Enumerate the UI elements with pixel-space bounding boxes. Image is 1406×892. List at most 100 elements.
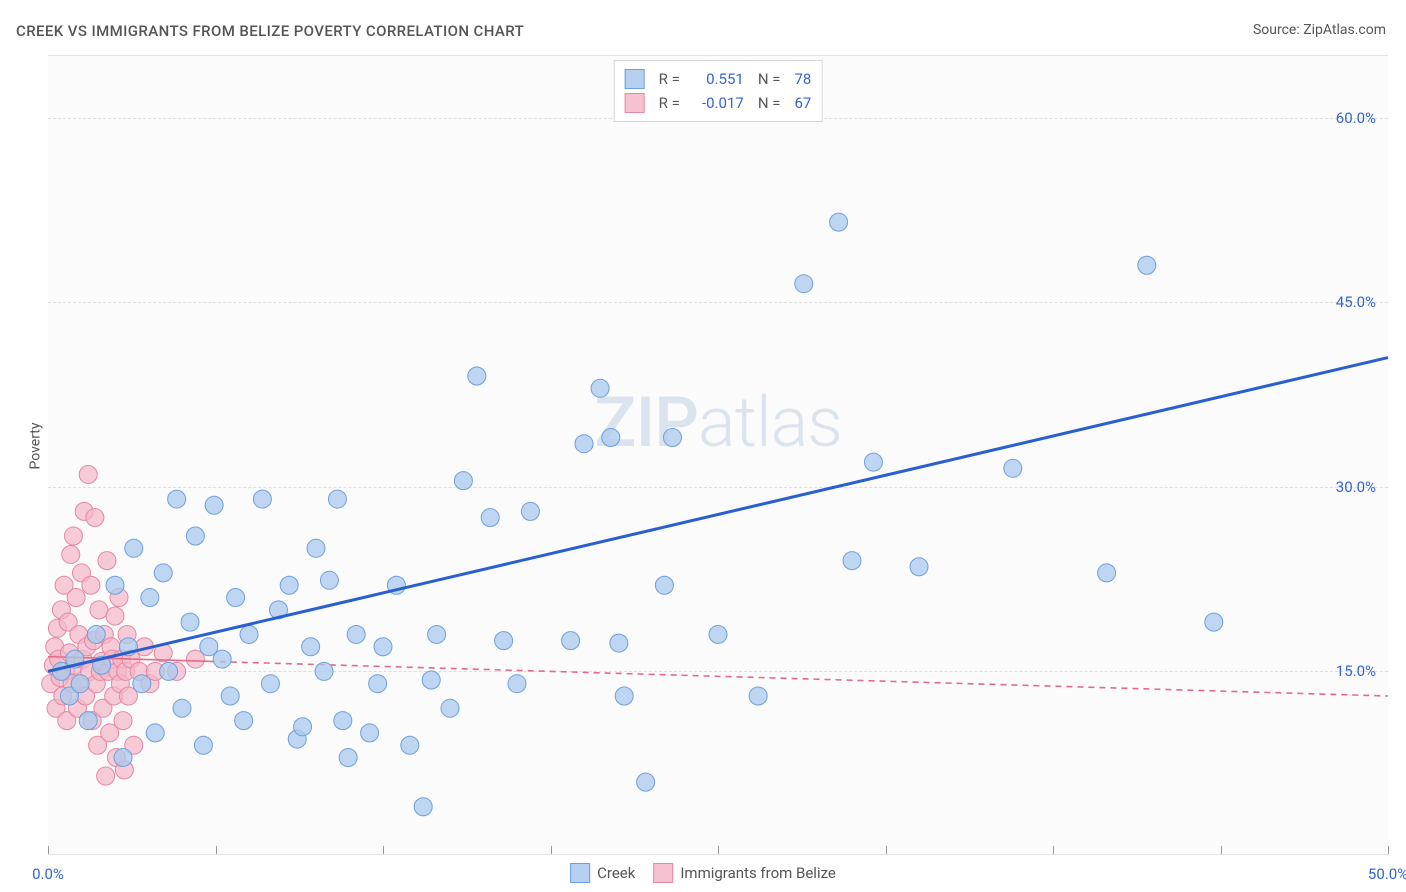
scatter-point xyxy=(315,662,333,680)
scatter-point xyxy=(591,379,609,397)
scatter-point xyxy=(181,613,199,631)
legend-correlation-box: R =0.551N =78R =-0.017N =67 xyxy=(614,60,823,122)
x-tick-label: 0.0% xyxy=(32,865,64,883)
scatter-point xyxy=(615,687,633,705)
legend-correlation-row: R = -0.017 N = 67 xyxy=(625,91,812,115)
legend-series-item: Immigrants from Belize xyxy=(653,863,836,883)
scatter-point xyxy=(146,724,164,742)
scatter-point xyxy=(1138,256,1156,274)
legend-r-label: R = xyxy=(659,91,680,115)
scatter-point xyxy=(328,490,346,508)
scatter-point xyxy=(235,712,253,730)
scatter-point xyxy=(495,632,513,650)
scatter-point xyxy=(90,601,108,619)
scatter-point xyxy=(114,749,132,767)
scatter-point xyxy=(213,650,231,668)
scatter-point xyxy=(168,490,186,508)
scatter-point xyxy=(79,465,97,483)
scatter-point xyxy=(562,632,580,650)
source-label: Source: xyxy=(1253,22,1300,38)
scatter-point xyxy=(82,576,100,594)
scatter-point xyxy=(602,429,620,447)
scatter-point xyxy=(374,638,392,656)
regression-line-dashed xyxy=(316,358,1388,609)
scatter-point xyxy=(481,509,499,527)
scatter-point xyxy=(307,539,325,557)
scatter-point xyxy=(795,275,813,293)
scatter-point xyxy=(401,736,419,754)
scatter-point xyxy=(428,625,446,643)
scatter-point xyxy=(655,576,673,594)
legend-swatch xyxy=(653,863,673,883)
scatter-point xyxy=(227,589,245,607)
scatter-point xyxy=(361,724,379,742)
legend-swatch xyxy=(625,93,645,113)
scatter-point xyxy=(106,607,124,625)
legend-swatch xyxy=(570,863,590,883)
scatter-point xyxy=(347,625,365,643)
scatter-point xyxy=(64,527,82,545)
legend-correlation-row: R =0.551N =78 xyxy=(625,67,812,91)
legend-r-label: R = xyxy=(659,67,680,91)
scatter-point xyxy=(637,773,655,791)
scatter-point xyxy=(521,502,539,520)
scatter-point xyxy=(141,589,159,607)
scatter-point xyxy=(71,675,89,693)
scatter-point xyxy=(62,545,80,563)
scatter-point xyxy=(441,699,459,717)
scatter-point xyxy=(106,576,124,594)
scatter-point xyxy=(302,638,320,656)
scatter-point xyxy=(369,675,387,693)
scatter-svg xyxy=(48,56,1388,854)
scatter-point xyxy=(830,213,848,231)
scatter-point xyxy=(320,571,338,589)
scatter-point xyxy=(98,552,116,570)
legend-r-value: -0.017 xyxy=(694,91,744,115)
scatter-point xyxy=(125,539,143,557)
legend-n-value: 67 xyxy=(794,91,811,115)
scatter-point xyxy=(86,509,104,527)
x-tick xyxy=(551,846,552,854)
scatter-point xyxy=(454,472,472,490)
x-tick xyxy=(718,846,719,854)
scatter-point xyxy=(253,490,271,508)
scatter-point xyxy=(414,798,432,816)
scatter-point xyxy=(114,712,132,730)
scatter-point xyxy=(749,687,767,705)
x-tick xyxy=(886,846,887,854)
scatter-point xyxy=(508,675,526,693)
scatter-point xyxy=(1004,459,1022,477)
legend-swatch xyxy=(625,69,645,89)
scatter-point xyxy=(864,453,882,471)
scatter-point xyxy=(261,675,279,693)
y-tick-label: 45.0% xyxy=(1336,293,1376,311)
y-tick-label: 30.0% xyxy=(1336,478,1376,496)
scatter-point xyxy=(67,589,85,607)
scatter-point xyxy=(194,736,212,754)
y-tick-label: 15.0% xyxy=(1336,662,1376,680)
x-tick xyxy=(1221,846,1222,854)
legend-r-value: 0.551 xyxy=(694,67,744,91)
scatter-point xyxy=(663,429,681,447)
scatter-point xyxy=(843,552,861,570)
legend-n-label: N = xyxy=(758,91,781,115)
scatter-point xyxy=(294,718,312,736)
scatter-point xyxy=(910,558,928,576)
scatter-point xyxy=(468,367,486,385)
scatter-point xyxy=(422,671,440,689)
scatter-point xyxy=(133,675,151,693)
x-tick xyxy=(48,846,49,854)
scatter-point xyxy=(709,625,727,643)
scatter-point xyxy=(1205,613,1223,631)
scatter-point xyxy=(240,625,258,643)
scatter-point xyxy=(186,527,204,545)
legend-n-label: N = xyxy=(758,67,781,91)
chart-plot-area: ZIPatlas R =0.551N =78R =-0.017N =67 15.… xyxy=(48,55,1388,855)
legend-series-item: Creek xyxy=(570,863,635,883)
scatter-point xyxy=(610,634,628,652)
legend-series-label: Creek xyxy=(597,864,635,882)
source-attribution: Source: ZipAtlas.com xyxy=(1253,22,1386,38)
y-axis-label: Poverty xyxy=(28,422,44,469)
scatter-point xyxy=(173,699,191,717)
y-tick-label: 60.0% xyxy=(1336,109,1376,127)
